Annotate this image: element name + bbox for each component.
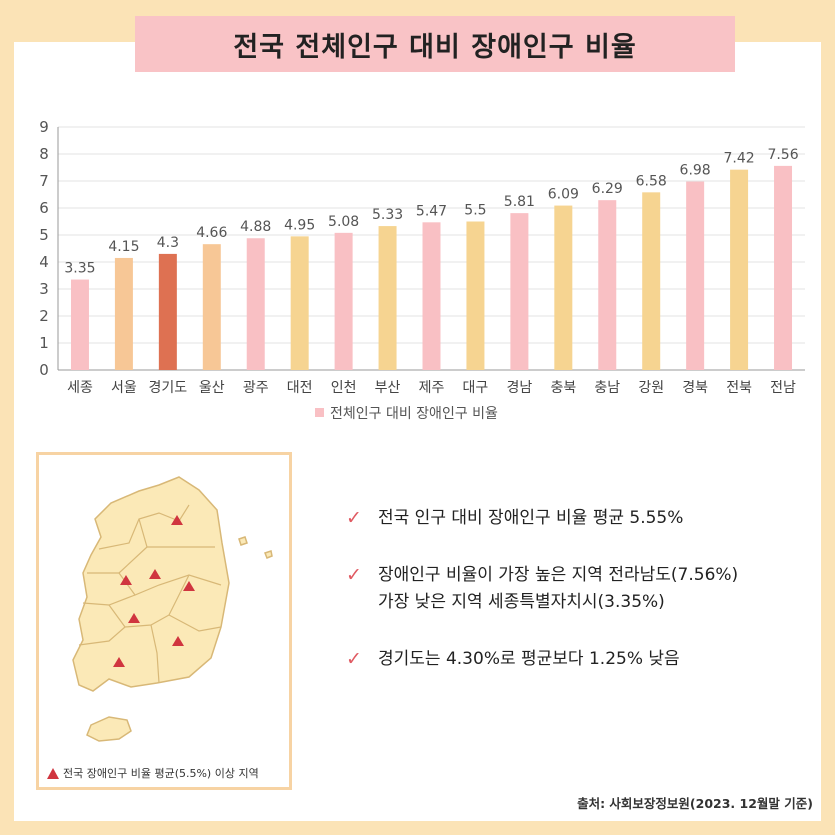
page-title: 전국 전체인구 대비 장애인구 비율 bbox=[135, 16, 735, 72]
marker-jeonbuk bbox=[128, 613, 140, 623]
bar-value-label: 6.98 bbox=[680, 163, 711, 179]
bar-value-label: 3.35 bbox=[64, 261, 95, 277]
bar-chart: 0 1 2 3 4 5 6 7 8 9 3.35 세종 4.15 서울 4.3 경기도 4.66 울산 4.88 광주… bbox=[39, 118, 805, 422]
y-tick-label: 1 bbox=[39, 334, 49, 352]
marker-gangwon bbox=[171, 515, 183, 525]
bar bbox=[686, 181, 705, 370]
bar bbox=[422, 222, 441, 370]
bar bbox=[730, 169, 749, 370]
y-tick-label: 9 bbox=[39, 118, 49, 136]
legend-swatch bbox=[315, 408, 324, 417]
x-tick-label: 충북 bbox=[550, 380, 576, 396]
x-tick-label: 제주 bbox=[419, 380, 445, 396]
bar-value-label: 4.3 bbox=[157, 235, 179, 251]
x-tick-label: 세종 bbox=[67, 380, 93, 396]
bar-value-label: 6.58 bbox=[636, 173, 667, 189]
bar bbox=[114, 257, 133, 370]
bar-value-label: 5.33 bbox=[372, 207, 403, 223]
bar bbox=[598, 200, 617, 370]
marker-gyeongbuk bbox=[183, 581, 195, 591]
summary-line: 전국 인구 대비 장애인구 비율 평균 5.55% bbox=[378, 508, 684, 528]
marker-gyeongnam bbox=[172, 636, 184, 646]
summary-item: ✓ 장애인구 비율이 가장 높은 지역 전라남도(7.56%) 가장 낮은 지역… bbox=[346, 562, 816, 616]
map-legend-label: 전국 장애인구 비율 평균(5.5%) 이상 지역 bbox=[63, 767, 259, 780]
x-tick-label: 부산 bbox=[375, 380, 401, 396]
x-tick-label: 대구 bbox=[463, 380, 489, 396]
bar-value-label: 5.08 bbox=[328, 214, 359, 230]
bar bbox=[246, 238, 265, 370]
bar-value-label: 4.95 bbox=[284, 217, 315, 233]
x-tick-label: 대전 bbox=[287, 380, 313, 396]
y-tick-label: 7 bbox=[39, 172, 49, 190]
y-tick-label: 8 bbox=[39, 145, 49, 163]
bar bbox=[70, 279, 89, 370]
bar-value-label: 6.09 bbox=[548, 187, 579, 203]
bar bbox=[158, 253, 177, 370]
bar-value-label: 5.47 bbox=[416, 203, 447, 219]
summary-item: ✓ 전국 인구 대비 장애인구 비율 평균 5.55% bbox=[346, 505, 816, 532]
x-tick-label: 인천 bbox=[331, 380, 357, 396]
bar-value-label: 4.88 bbox=[240, 219, 271, 235]
y-tick-label: 6 bbox=[39, 199, 49, 217]
y-tick-label: 3 bbox=[39, 280, 49, 298]
bar bbox=[202, 244, 221, 370]
summary-item: ✓ 경기도는 4.30%로 평균보다 1.25% 낮음 bbox=[346, 646, 816, 673]
bar bbox=[510, 213, 529, 370]
bar bbox=[334, 232, 353, 370]
bar-value-label: 5.81 bbox=[504, 194, 535, 210]
x-tick-label: 전남 bbox=[770, 380, 796, 396]
legend-label: 전체인구 대비 장애인구 비율 bbox=[330, 406, 498, 422]
summary-line: 장애인구 비율이 가장 높은 지역 전라남도(7.56%) bbox=[378, 565, 739, 585]
bar-value-label: 4.15 bbox=[108, 239, 139, 255]
x-tick-label: 경기도 bbox=[149, 380, 188, 396]
x-tick-label: 광주 bbox=[243, 380, 269, 396]
check-icon: ✓ bbox=[346, 564, 362, 586]
check-icon: ✓ bbox=[346, 507, 362, 529]
x-tick-label: 경남 bbox=[506, 380, 532, 396]
check-icon: ✓ bbox=[346, 648, 362, 670]
map-markers bbox=[113, 515, 195, 667]
source-note: 출처: 사회보장정보원(2023. 12월말 기준) bbox=[577, 796, 813, 811]
bar-value-label: 5.5 bbox=[464, 203, 486, 219]
bar bbox=[290, 236, 309, 370]
triangle-marker-icon bbox=[47, 767, 59, 779]
y-tick-label: 5 bbox=[39, 226, 49, 244]
korea-map bbox=[72, 476, 273, 742]
y-tick-label: 2 bbox=[39, 307, 49, 325]
marker-jeonnam bbox=[113, 657, 125, 667]
summary-line: 가장 낮은 지역 세종특별자치시(3.35%) bbox=[378, 592, 665, 612]
map-legend: 전국 장애인구 비율 평균(5.5%) 이상 지역 bbox=[47, 765, 259, 781]
x-tick-label: 강원 bbox=[638, 380, 664, 396]
bar bbox=[378, 226, 397, 370]
x-tick-label: 울산 bbox=[199, 380, 225, 396]
x-tick-label: 충남 bbox=[594, 380, 620, 396]
bar-value-label: 7.56 bbox=[767, 147, 798, 163]
bar bbox=[554, 205, 573, 370]
map-box: 전국 장애인구 비율 평균(5.5%) 이상 지역 bbox=[36, 452, 292, 790]
bar bbox=[642, 192, 661, 370]
x-tick-label: 서울 bbox=[111, 380, 137, 396]
bar-value-label: 7.42 bbox=[724, 151, 755, 167]
bar-value-label: 6.29 bbox=[592, 181, 623, 197]
summary-line: 경기도는 4.30%로 평균보다 1.25% 낮음 bbox=[378, 649, 680, 669]
x-tick-label: 전북 bbox=[726, 380, 752, 396]
marker-chungbuk bbox=[149, 569, 161, 579]
bar-value-label: 4.66 bbox=[196, 225, 227, 241]
x-tick-label: 경북 bbox=[682, 380, 708, 396]
marker-chungnam bbox=[120, 575, 132, 585]
bar bbox=[774, 165, 793, 370]
y-tick-label: 0 bbox=[39, 361, 49, 379]
bar bbox=[466, 221, 485, 370]
y-tick-label: 4 bbox=[39, 253, 49, 271]
summary-list: ✓ 전국 인구 대비 장애인구 비율 평균 5.55% ✓ 장애인구 비율이 가… bbox=[346, 505, 816, 703]
